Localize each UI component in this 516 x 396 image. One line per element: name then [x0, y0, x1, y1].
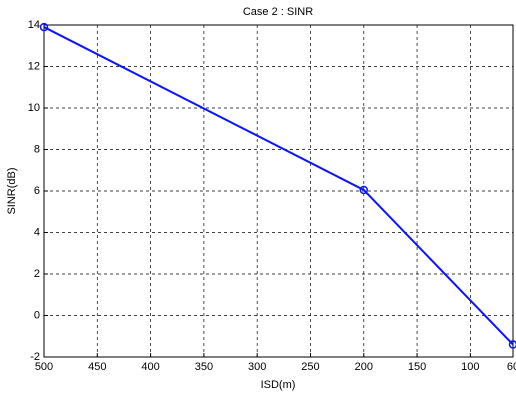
chart-title: Case 2 : SINR: [243, 6, 313, 18]
x-tick-label: 100: [461, 361, 479, 373]
y-tick-label: 10: [28, 102, 40, 114]
x-tick-label: 300: [248, 361, 266, 373]
data-marker: [508, 340, 516, 349]
y-axis-label: SINR(dB): [6, 167, 18, 214]
y-tick-label: -2: [30, 351, 40, 363]
data-marker: [359, 185, 369, 195]
y-tick-label: 8: [34, 143, 40, 155]
data-marker: [39, 22, 49, 32]
x-tick-label: 500: [35, 361, 53, 373]
x-tick-label: 450: [88, 361, 106, 373]
x-tick-label: 150: [408, 361, 426, 373]
y-tick-label: 4: [34, 226, 40, 238]
x-axis-label: ISD(m): [261, 379, 296, 391]
y-tick-label: 2: [34, 268, 40, 280]
x-tick-label: 350: [195, 361, 213, 373]
x-tick-label: 60: [507, 361, 516, 373]
y-tick-label: 14: [28, 19, 40, 31]
x-tick-label: 200: [355, 361, 373, 373]
axes-box: [43, 24, 514, 358]
x-tick-label: 400: [141, 361, 159, 373]
x-tick-label: 250: [301, 361, 319, 373]
y-tick-label: 0: [34, 309, 40, 321]
y-tick-label: 12: [28, 60, 40, 72]
data-line: [43, 26, 514, 346]
y-tick-label: 6: [34, 185, 40, 197]
